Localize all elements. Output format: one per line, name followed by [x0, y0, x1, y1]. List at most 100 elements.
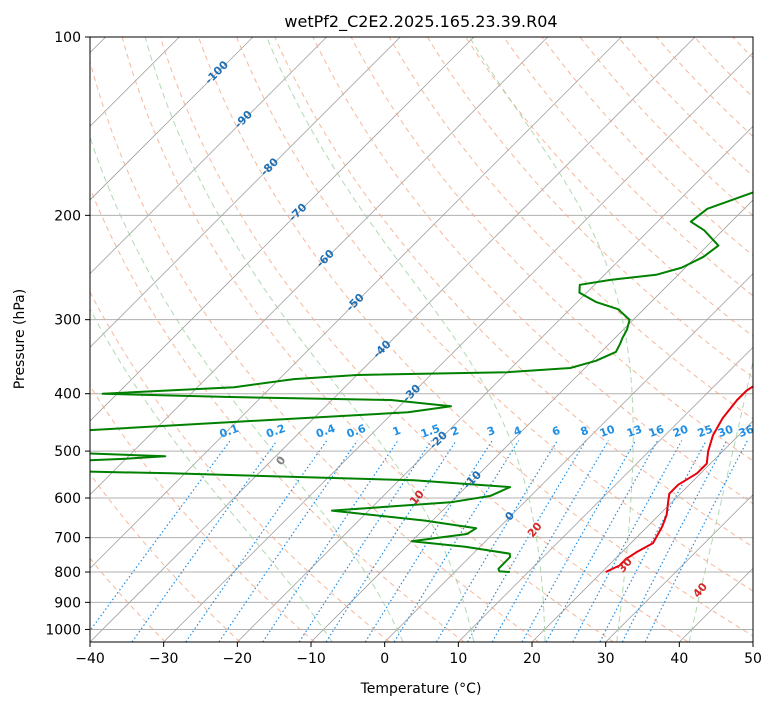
mixing-ratio-line [262, 440, 399, 642]
moist-adiabat-line [90, 135, 404, 642]
mixing-ratio-line [364, 440, 493, 642]
x-tick-label: −30 [149, 651, 179, 667]
dry-adiabat-line [159, 37, 689, 642]
dry-adiabat-line [312, 37, 753, 505]
x-tick-label: 0 [380, 651, 389, 667]
y-tick-label: 600 [54, 491, 81, 507]
y-tick-label: 500 [54, 444, 81, 460]
mixing-ratio-label: 36 [737, 422, 756, 440]
y-axis-label: Pressure (hPa) [12, 289, 28, 389]
dry-adiabat-line [236, 37, 753, 592]
isotherm-line [90, 37, 327, 275]
mixing-ratio-label: 30 [716, 422, 735, 440]
dry-adiabat-line [503, 37, 753, 297]
moist-adiabat-line [688, 358, 753, 642]
mixing-ratio-line [644, 440, 748, 642]
x-tick-label: 20 [523, 651, 541, 667]
y-tick-label: 900 [54, 595, 81, 611]
x-tick-label: 40 [670, 651, 688, 667]
plot-frame [89, 36, 754, 643]
temperature-profile-line [605, 385, 753, 573]
dry-adiabat-line [121, 37, 614, 642]
isotherm-line [90, 37, 622, 569]
dry-adiabat-line [90, 186, 465, 642]
mixing-ratio-label: 1 [391, 424, 403, 439]
x-tick-label: 50 [744, 651, 762, 667]
mixing-ratio-line [491, 440, 609, 642]
y-tick-label: 400 [54, 387, 81, 403]
isotherm-line [458, 346, 753, 642]
y-tick-label: 300 [54, 313, 81, 329]
x-axis-ticks: −40 −30 −20 −10 0 10 20 30 40 50 [75, 642, 762, 667]
isotherm-line [90, 37, 548, 496]
x-axis-label: Temperature (°C) [360, 681, 482, 697]
x-tick-label: −20 [223, 651, 253, 667]
dewpoint-profile-line [90, 191, 753, 573]
mixing-ratio-line [572, 440, 683, 642]
mixing-ratio-label: 0.4 [314, 422, 337, 441]
moist-adiabat-lines [90, 37, 753, 642]
mixing-ratio-label: 0.2 [264, 422, 287, 441]
mixing-ratio-line [545, 440, 659, 642]
mixing-ratio-label: 20 [671, 422, 690, 440]
sounding-series [90, 191, 753, 573]
mixing-ratio-lines [90, 440, 748, 642]
mixing-ratio-line [466, 440, 587, 642]
dry-adiabat-line [90, 472, 241, 642]
mixing-ratio-line [393, 440, 520, 642]
mixing-ratio-label: 6 [550, 424, 562, 439]
mixing-ratio-line [298, 440, 432, 642]
mixing-ratio-line [90, 440, 231, 632]
isotherm-line [90, 37, 401, 348]
x-tick-label: −40 [75, 651, 105, 667]
mixing-ratio-label: 25 [696, 423, 715, 440]
isotherm-line [384, 273, 753, 642]
isotherm-line [90, 37, 696, 642]
moist-adiabat-line [266, 37, 546, 642]
mixing-ratio-label: 0.1 [218, 422, 241, 441]
dry-adiabat-line [90, 291, 390, 642]
moist-adiabat-line [90, 308, 333, 642]
isotherm-line [237, 125, 753, 642]
dry-adiabat-line [198, 37, 753, 637]
dry-adiabat-line [274, 37, 753, 548]
y-axis-ticks: 100 200 300 400 500 600 700 800 900 1000 [45, 30, 90, 638]
mixing-ratio-line [521, 440, 637, 642]
x-tick-label: 30 [597, 651, 615, 667]
mixing-ratio-line [131, 440, 278, 642]
isotherm-line [163, 52, 753, 642]
dry-adiabat-lines [90, 37, 753, 642]
x-tick-label: 10 [449, 651, 467, 667]
mixing-ratio-label: 8 [579, 424, 591, 439]
plot-background [90, 37, 753, 642]
mixing-ratio-label: 10 [598, 422, 617, 440]
dry-adiabat-line [350, 37, 753, 462]
y-tick-label: 100 [54, 30, 81, 46]
dry-adiabat-line [388, 37, 753, 420]
dry-adiabat-line [90, 557, 166, 642]
y-tick-label: 800 [54, 565, 81, 581]
dry-adiabat-line [90, 59, 540, 642]
isotherm-line [531, 420, 753, 642]
mixing-ratio-label: 16 [647, 422, 666, 440]
chart-title: wetPf2_C2E2.2025.165.23.39.R04 [284, 12, 557, 32]
mixing-ratio-label: 13 [625, 423, 644, 440]
mixing-ratio-label: 0.6 [345, 422, 368, 441]
mixing-ratio-label: 4 [512, 424, 524, 439]
isotherm-line [90, 37, 475, 422]
mixing-ratio-line [435, 440, 558, 642]
isotherm-line [605, 494, 753, 642]
y-tick-label: 700 [54, 531, 81, 547]
dry-adiabat-line [90, 384, 316, 642]
mixing-ratio-label: 2 [449, 424, 461, 439]
y-tick-label: 1000 [45, 622, 81, 638]
mixing-ratio-label: 3 [485, 424, 497, 439]
x-tick-label: −10 [296, 651, 326, 667]
isotherm-line [90, 37, 254, 201]
mixing-ratio-label: 1.5 [419, 422, 442, 441]
mixing-ratio-line [325, 440, 457, 642]
moist-adiabat-line [144, 37, 475, 642]
y-tick-label: 200 [54, 208, 81, 224]
dry-adiabat-line [465, 37, 753, 338]
